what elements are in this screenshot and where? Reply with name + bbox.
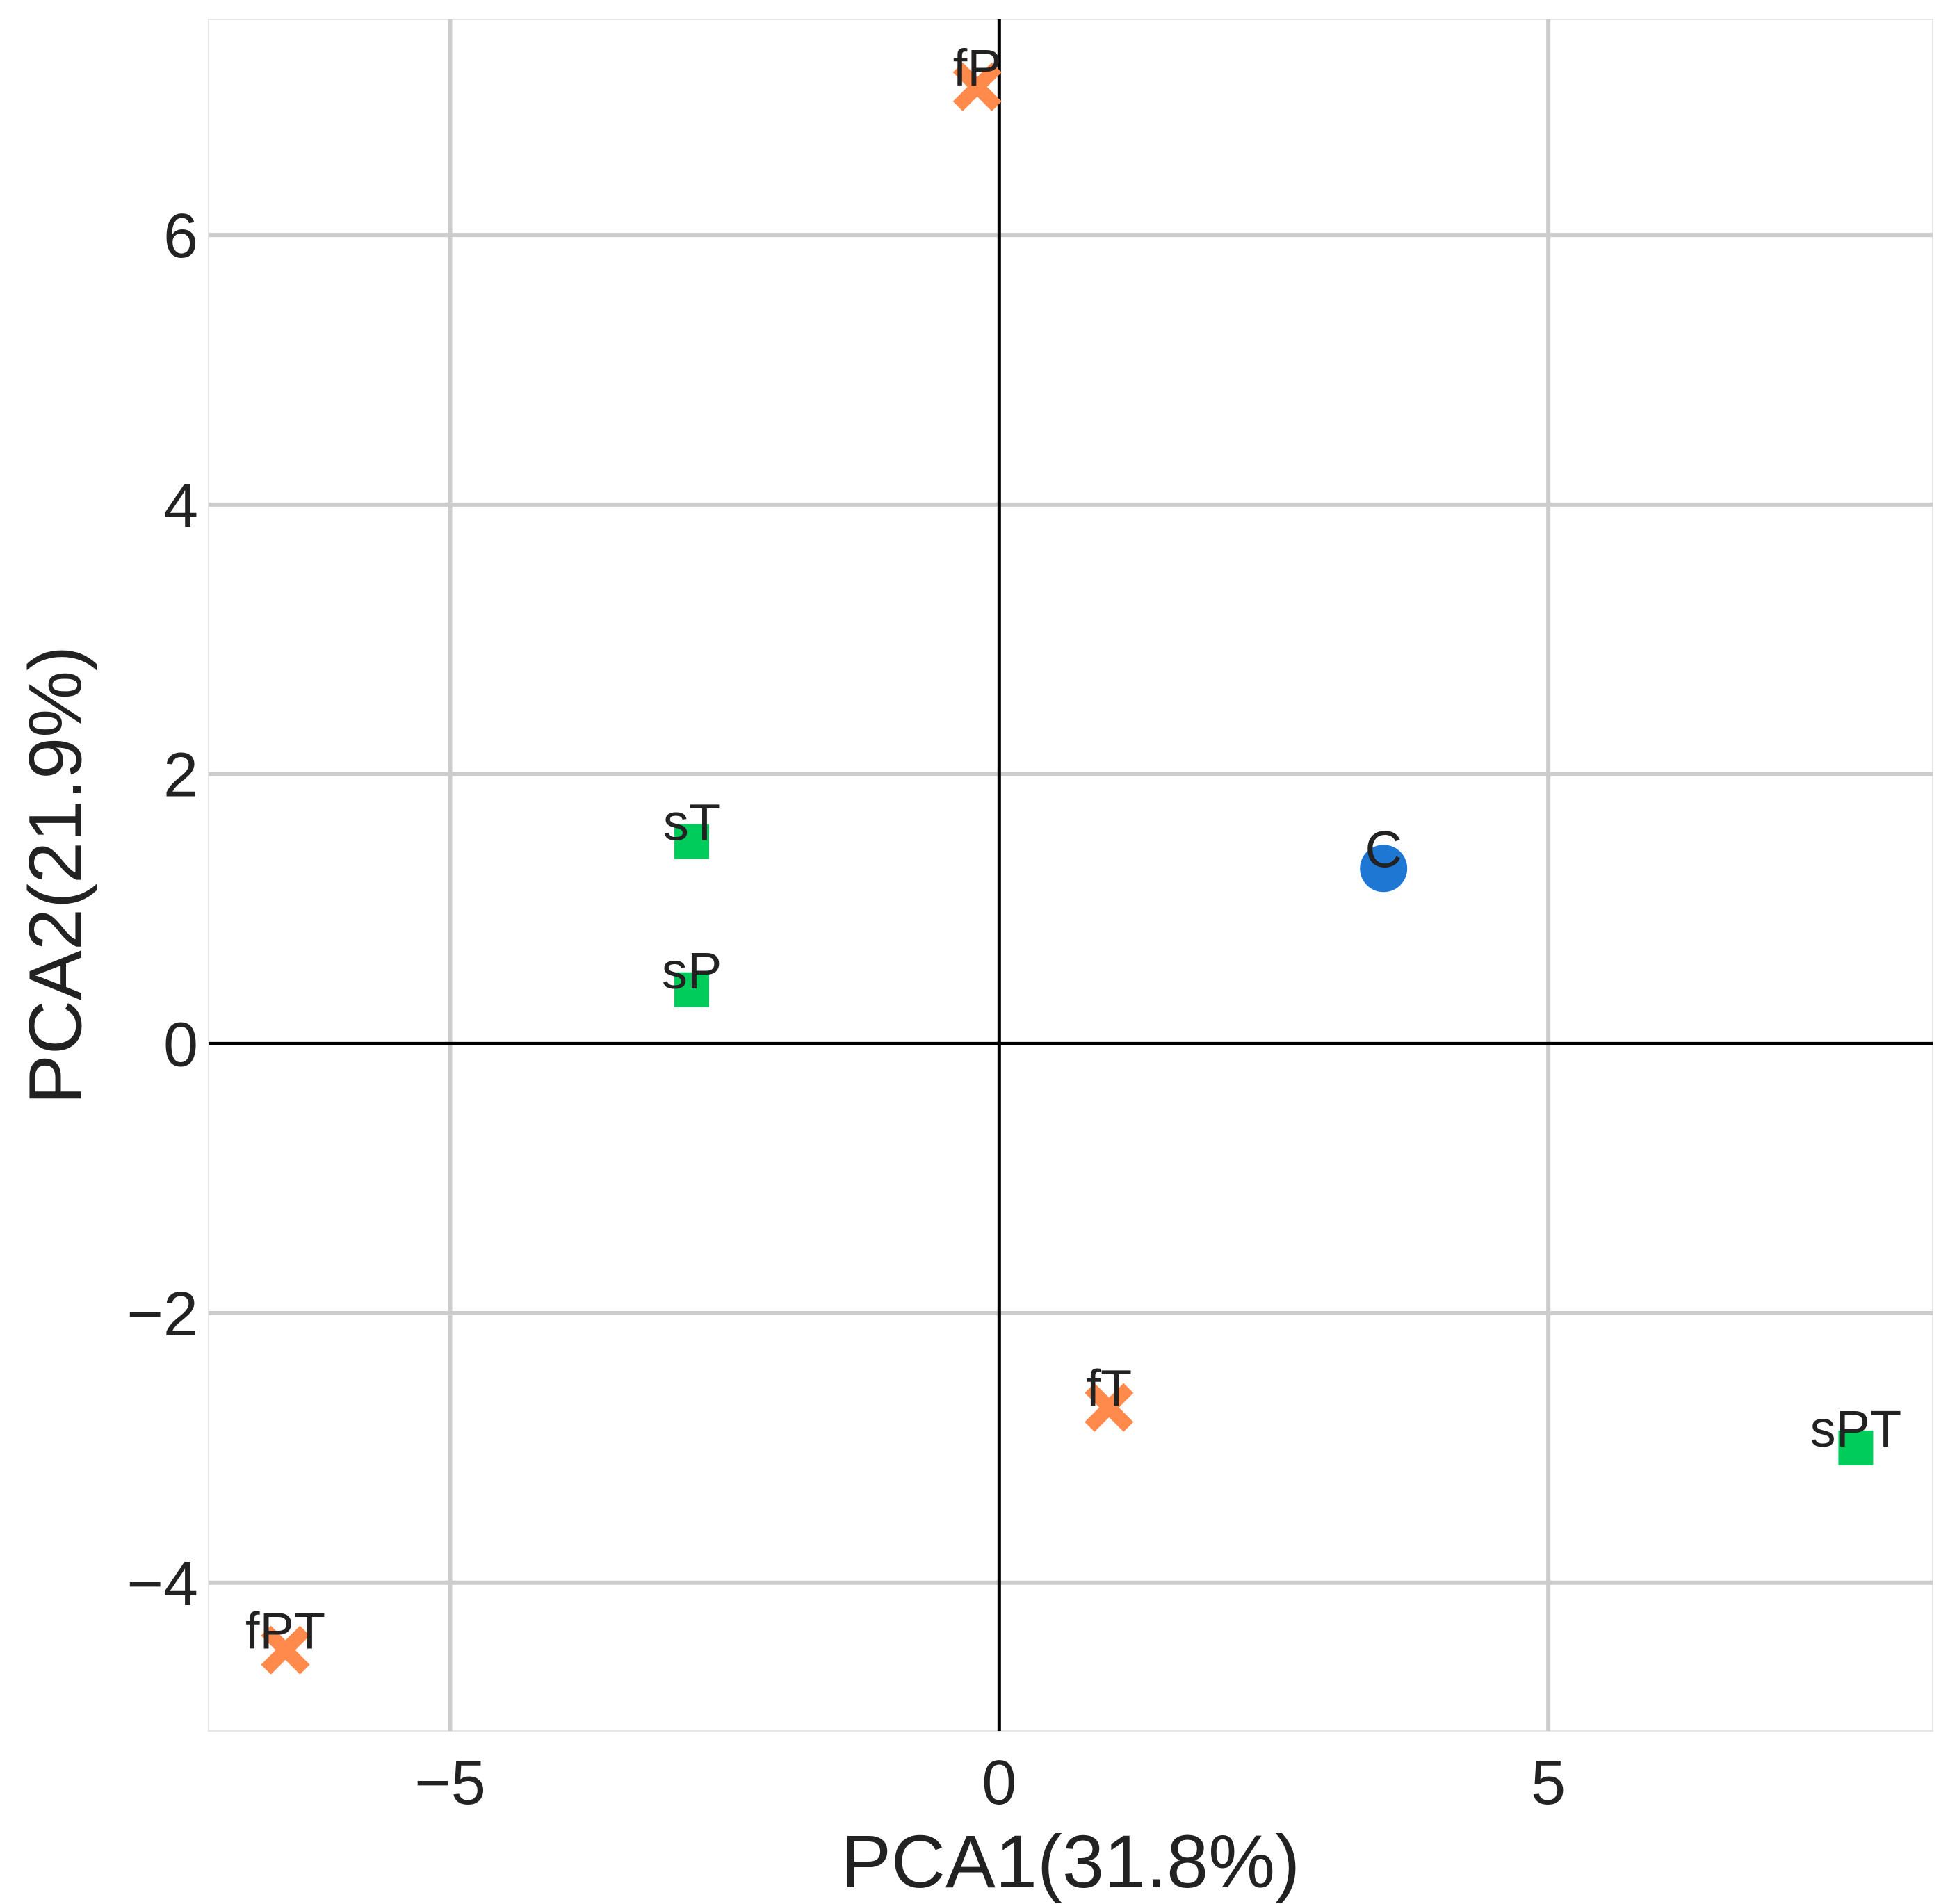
- y-tick-label: 0: [163, 1010, 198, 1080]
- point-sp-label: sP: [662, 942, 722, 1000]
- grid: [208, 19, 1933, 1732]
- point-c-label: C: [1365, 820, 1402, 878]
- point-st-label: sT: [663, 794, 720, 852]
- point-spt-label: sPT: [1810, 1400, 1902, 1458]
- x-tick-label: 5: [1531, 1748, 1566, 1818]
- point-fp-label: fP: [953, 39, 1002, 97]
- y-tick-label: 2: [163, 741, 198, 811]
- x-marker-stroke: [1085, 1383, 1134, 1432]
- point-st-marker: [674, 824, 710, 859]
- point-ft-label: fT: [1086, 1360, 1132, 1417]
- plot-frame: [208, 19, 1933, 1732]
- reference-lines: [209, 19, 1933, 1731]
- point-fpt-label: fPT: [245, 1602, 325, 1660]
- x-tick-label: 0: [982, 1748, 1016, 1818]
- x-tick-label: −5: [414, 1748, 486, 1818]
- y-tick-label: 4: [163, 471, 198, 541]
- y-tick-label: 6: [163, 202, 198, 271]
- y-tick-label: −2: [127, 1280, 198, 1349]
- x-marker-stroke: [952, 62, 1002, 112]
- x-marker-stroke: [261, 1625, 310, 1675]
- point-c-marker: [1360, 845, 1408, 893]
- point-fp-marker: [952, 62, 1002, 112]
- y-axis-title: PCA2(21.9%): [13, 646, 97, 1105]
- x-axis-title: PCA1(31.8%): [841, 1819, 1300, 1903]
- point-sp-marker: [674, 972, 710, 1007]
- point-fpt-marker: [261, 1625, 310, 1675]
- y-tick-label: −4: [127, 1549, 198, 1619]
- point-ft-marker: [1085, 1383, 1134, 1432]
- point-spt-marker: [1838, 1430, 1874, 1465]
- tick-labels: −5 0 5 −4 −2 0 2 4 6: [127, 202, 1566, 1818]
- data-points: CsT sP sPT fP fT fPT: [245, 39, 1902, 1675]
